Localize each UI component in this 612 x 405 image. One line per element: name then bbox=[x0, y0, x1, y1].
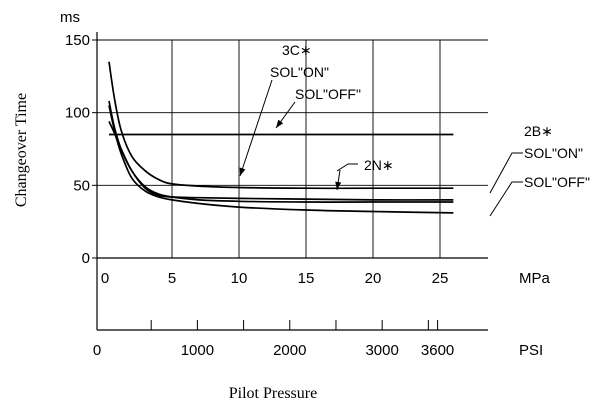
annotation-3c: 3C∗ bbox=[282, 42, 312, 58]
psi-tick-label: 0 bbox=[93, 342, 101, 359]
annotation-leaders bbox=[239, 79, 523, 217]
x-unit-mpa: MPa bbox=[519, 270, 551, 287]
psi-tick-label: 3600 bbox=[421, 342, 454, 359]
mpa-tick-label: 25 bbox=[432, 270, 449, 287]
psi-tick-label: 1000 bbox=[181, 342, 214, 359]
tick-labels: 0 50 100 150 0 5 10 15 20 25 0 1000 2000 3000 3600 bbox=[65, 32, 454, 359]
series-line-s2b_off bbox=[108, 105, 454, 214]
series-line-s3c_on bbox=[108, 61, 454, 190]
leader-2n-arrow-head bbox=[335, 181, 342, 190]
leader-2b-on bbox=[489, 152, 523, 194]
leader-3c-on-head bbox=[239, 167, 246, 176]
psi-tick-label: 2000 bbox=[273, 342, 306, 359]
y-tick-label: 0 bbox=[82, 250, 90, 267]
leader-3c-off-head bbox=[276, 119, 284, 128]
mpa-tick-label: 20 bbox=[365, 270, 382, 287]
y-tick-label: 100 bbox=[65, 105, 90, 122]
leader-2b-off bbox=[489, 181, 523, 217]
x-unit-psi: PSI bbox=[519, 342, 543, 359]
annotation-3c-sol-off: SOL"OFF" bbox=[295, 86, 361, 102]
annotation-2b-sol-on: SOL"ON" bbox=[524, 145, 583, 161]
series-lines bbox=[108, 61, 454, 214]
leader-2n bbox=[336, 163, 358, 172]
y-axis-title: Changeover Time bbox=[13, 93, 30, 207]
y-unit-label: ms bbox=[60, 9, 80, 26]
grid bbox=[97, 39, 488, 258]
mpa-tick-label: 10 bbox=[231, 270, 248, 287]
annotation-3c-sol-on: SOL"ON" bbox=[270, 64, 329, 80]
series-line-s2b_on bbox=[108, 100, 454, 203]
y-tick-label: 50 bbox=[73, 177, 90, 194]
annotation-2n: 2N∗ bbox=[364, 157, 394, 173]
annotation-2b-sol-off: SOL"OFF" bbox=[524, 174, 590, 190]
annotation-2b: 2B∗ bbox=[524, 123, 553, 139]
leader-3c-on bbox=[239, 79, 273, 177]
y-tick-label: 150 bbox=[65, 32, 90, 49]
mpa-tick-label: 15 bbox=[298, 270, 315, 287]
x-axis-title: Pilot Pressure bbox=[229, 385, 317, 402]
axes bbox=[96, 32, 488, 331]
psi-tick-label: 3000 bbox=[365, 342, 398, 359]
mpa-tick-label: 5 bbox=[168, 270, 176, 287]
mpa-tick-label: 0 bbox=[101, 270, 109, 287]
